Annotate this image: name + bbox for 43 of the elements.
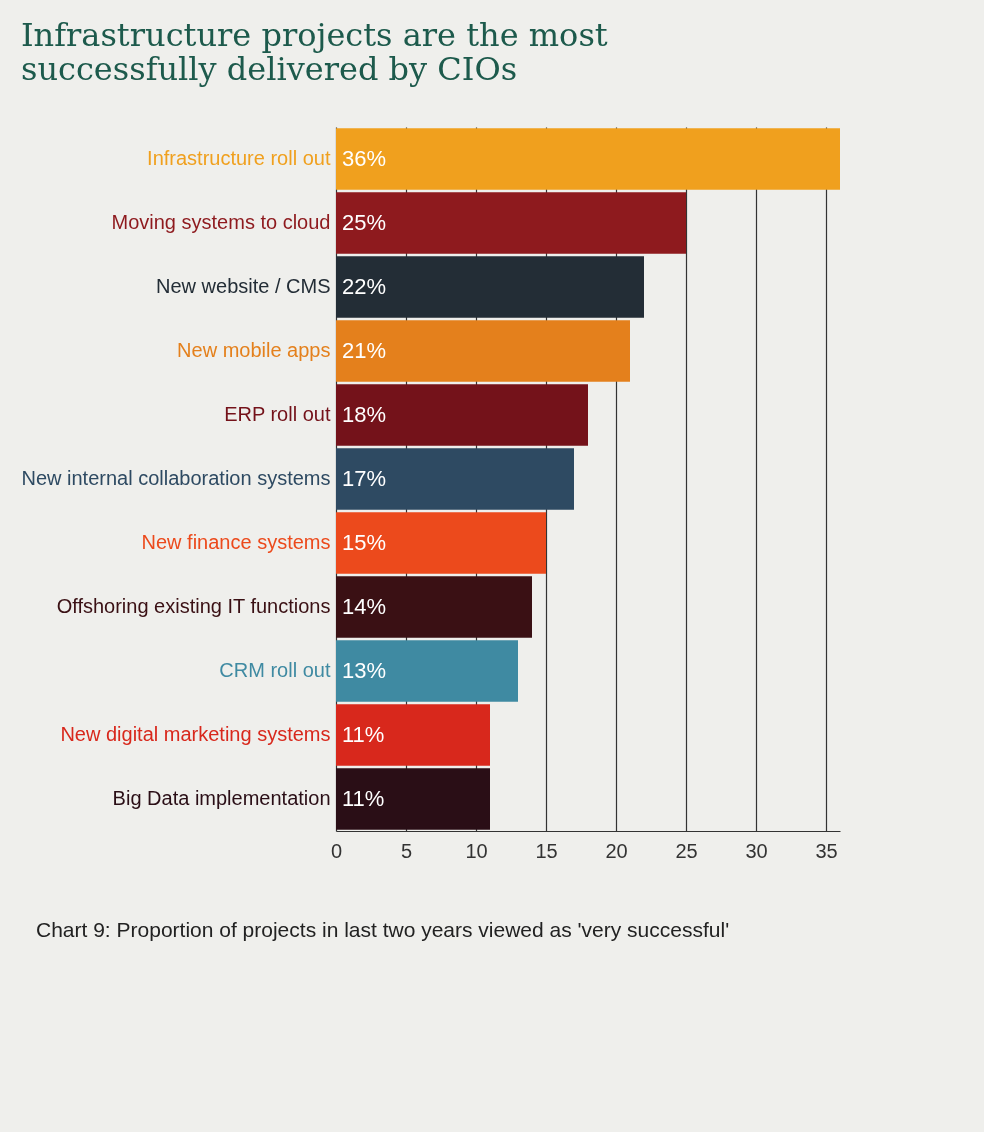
- bar: [336, 448, 574, 510]
- bar: [336, 768, 490, 830]
- caption: Chart 9: Proportion of projects in last two years viewed as 'very successful': [36, 918, 730, 941]
- chart-title: Infrastructure projects are the most successfully delivered by CIOs: [20, 16, 608, 88]
- x-tick-label: 5: [400, 839, 413, 862]
- y-tick-label: New digital marketing systems: [60, 723, 331, 745]
- y-tick-label: Infrastructure roll out: [147, 147, 331, 169]
- bar: [336, 192, 686, 254]
- data-label: 15%: [342, 530, 387, 555]
- x-tick-label: 20: [605, 839, 628, 862]
- data-label: 25%: [342, 210, 387, 235]
- y-tick-label: New finance systems: [141, 531, 331, 553]
- y-tick-label: Offshoring existing IT functions: [56, 595, 331, 617]
- data-label: 11%: [342, 722, 385, 747]
- bar: [336, 320, 630, 382]
- data-label: 14%: [342, 594, 387, 619]
- x-tick-label: 10: [465, 839, 488, 862]
- data-label: 36%: [342, 146, 387, 171]
- y-tick-label: New mobile apps: [177, 339, 331, 361]
- x-tick-label: 15: [535, 839, 558, 862]
- y-tick-label: CRM roll out: [219, 659, 331, 681]
- y-tick-label: Moving systems to cloud: [111, 211, 331, 233]
- x-tick-label: 25: [675, 839, 698, 862]
- x-tick-label: 30: [745, 839, 768, 862]
- x-tick-label: 0: [330, 839, 343, 862]
- data-label: 13%: [342, 658, 387, 683]
- bar: [336, 128, 840, 190]
- bar: [336, 640, 518, 702]
- y-tick-label: Big Data implementation: [112, 787, 331, 809]
- bar: [336, 512, 546, 574]
- data-label: 18%: [342, 402, 387, 427]
- bar: [336, 704, 490, 766]
- bar: [336, 384, 588, 446]
- y-tick-label: ERP roll out: [224, 403, 331, 425]
- y-tick-label: New website / CMS: [156, 275, 331, 297]
- data-label: 21%: [342, 338, 387, 363]
- data-label: 22%: [342, 274, 387, 299]
- data-label: 17%: [342, 466, 387, 491]
- y-tick-label: New internal collaboration systems: [21, 467, 331, 489]
- bar: [336, 576, 532, 638]
- data-label: 11%: [342, 786, 385, 811]
- bar: [336, 256, 644, 318]
- x-tick-label: 35: [815, 839, 838, 862]
